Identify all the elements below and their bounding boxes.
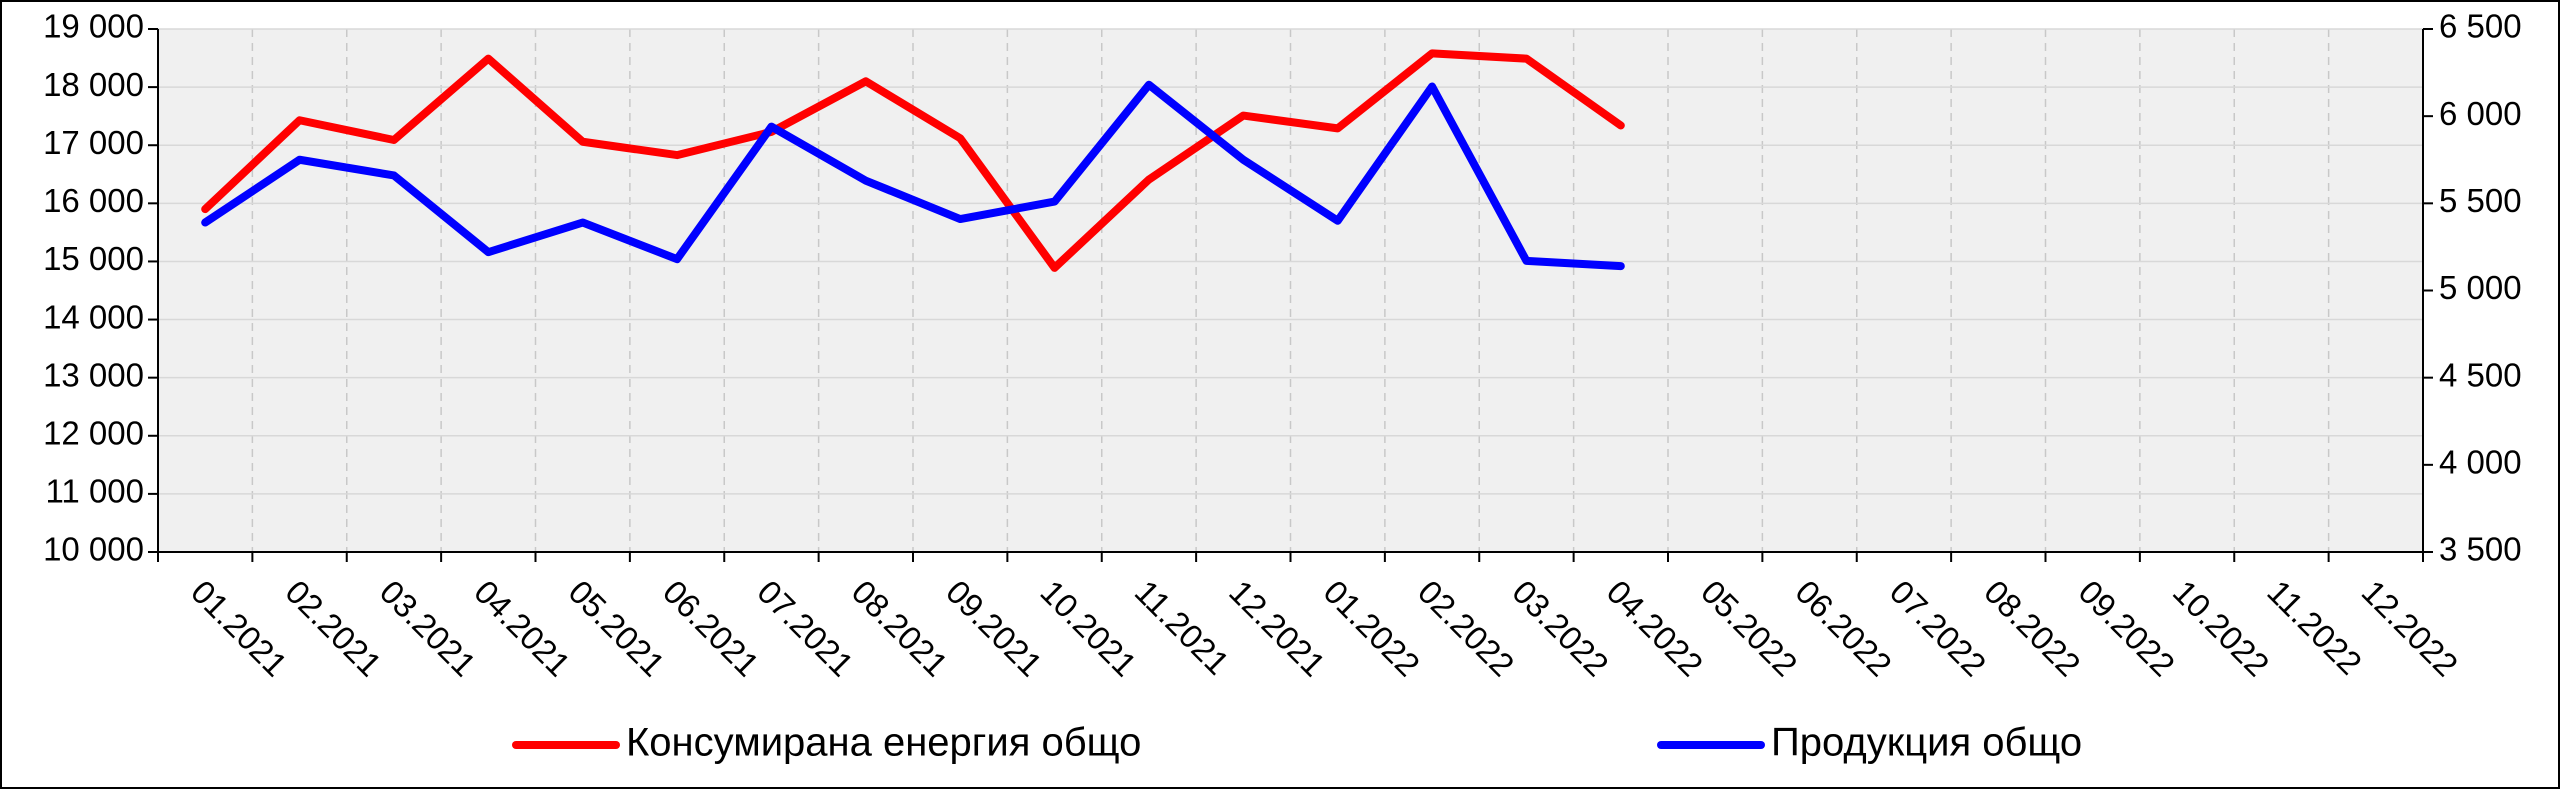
series-line xyxy=(201,49,1625,272)
y2-tick-label: 4 000 xyxy=(2439,444,2522,481)
y-tick-label: 11 000 xyxy=(46,473,144,510)
y2-tick-label: 6 000 xyxy=(2439,95,2522,132)
y-tick-label: 10 000 xyxy=(43,531,144,568)
y2-tick-label: 6 500 xyxy=(2439,8,2522,45)
y2-tick-label: 5 500 xyxy=(2439,182,2522,219)
y2-tick-label: 5 000 xyxy=(2439,269,2522,306)
y-tick-label: 13 000 xyxy=(43,356,144,393)
legend-label: Консумирана енергия общо xyxy=(626,721,1141,765)
series-line xyxy=(201,80,1625,271)
y-tick-label: 14 000 xyxy=(43,298,144,335)
y-tick-label: 16 000 xyxy=(43,182,144,219)
y-tick-label: 17 000 xyxy=(43,124,144,161)
legend-label: Продукция общо xyxy=(1771,721,2082,765)
y2-tick-label: 4 500 xyxy=(2439,356,2522,393)
y-tick-label: 12 000 xyxy=(43,414,144,451)
plot-area xyxy=(158,29,2423,552)
y-tick-label: 19 000 xyxy=(43,8,144,45)
y-tick-label: 18 000 xyxy=(43,66,144,103)
y2-tick-label: 3 500 xyxy=(2439,531,2522,568)
y-tick-label: 15 000 xyxy=(43,240,144,277)
